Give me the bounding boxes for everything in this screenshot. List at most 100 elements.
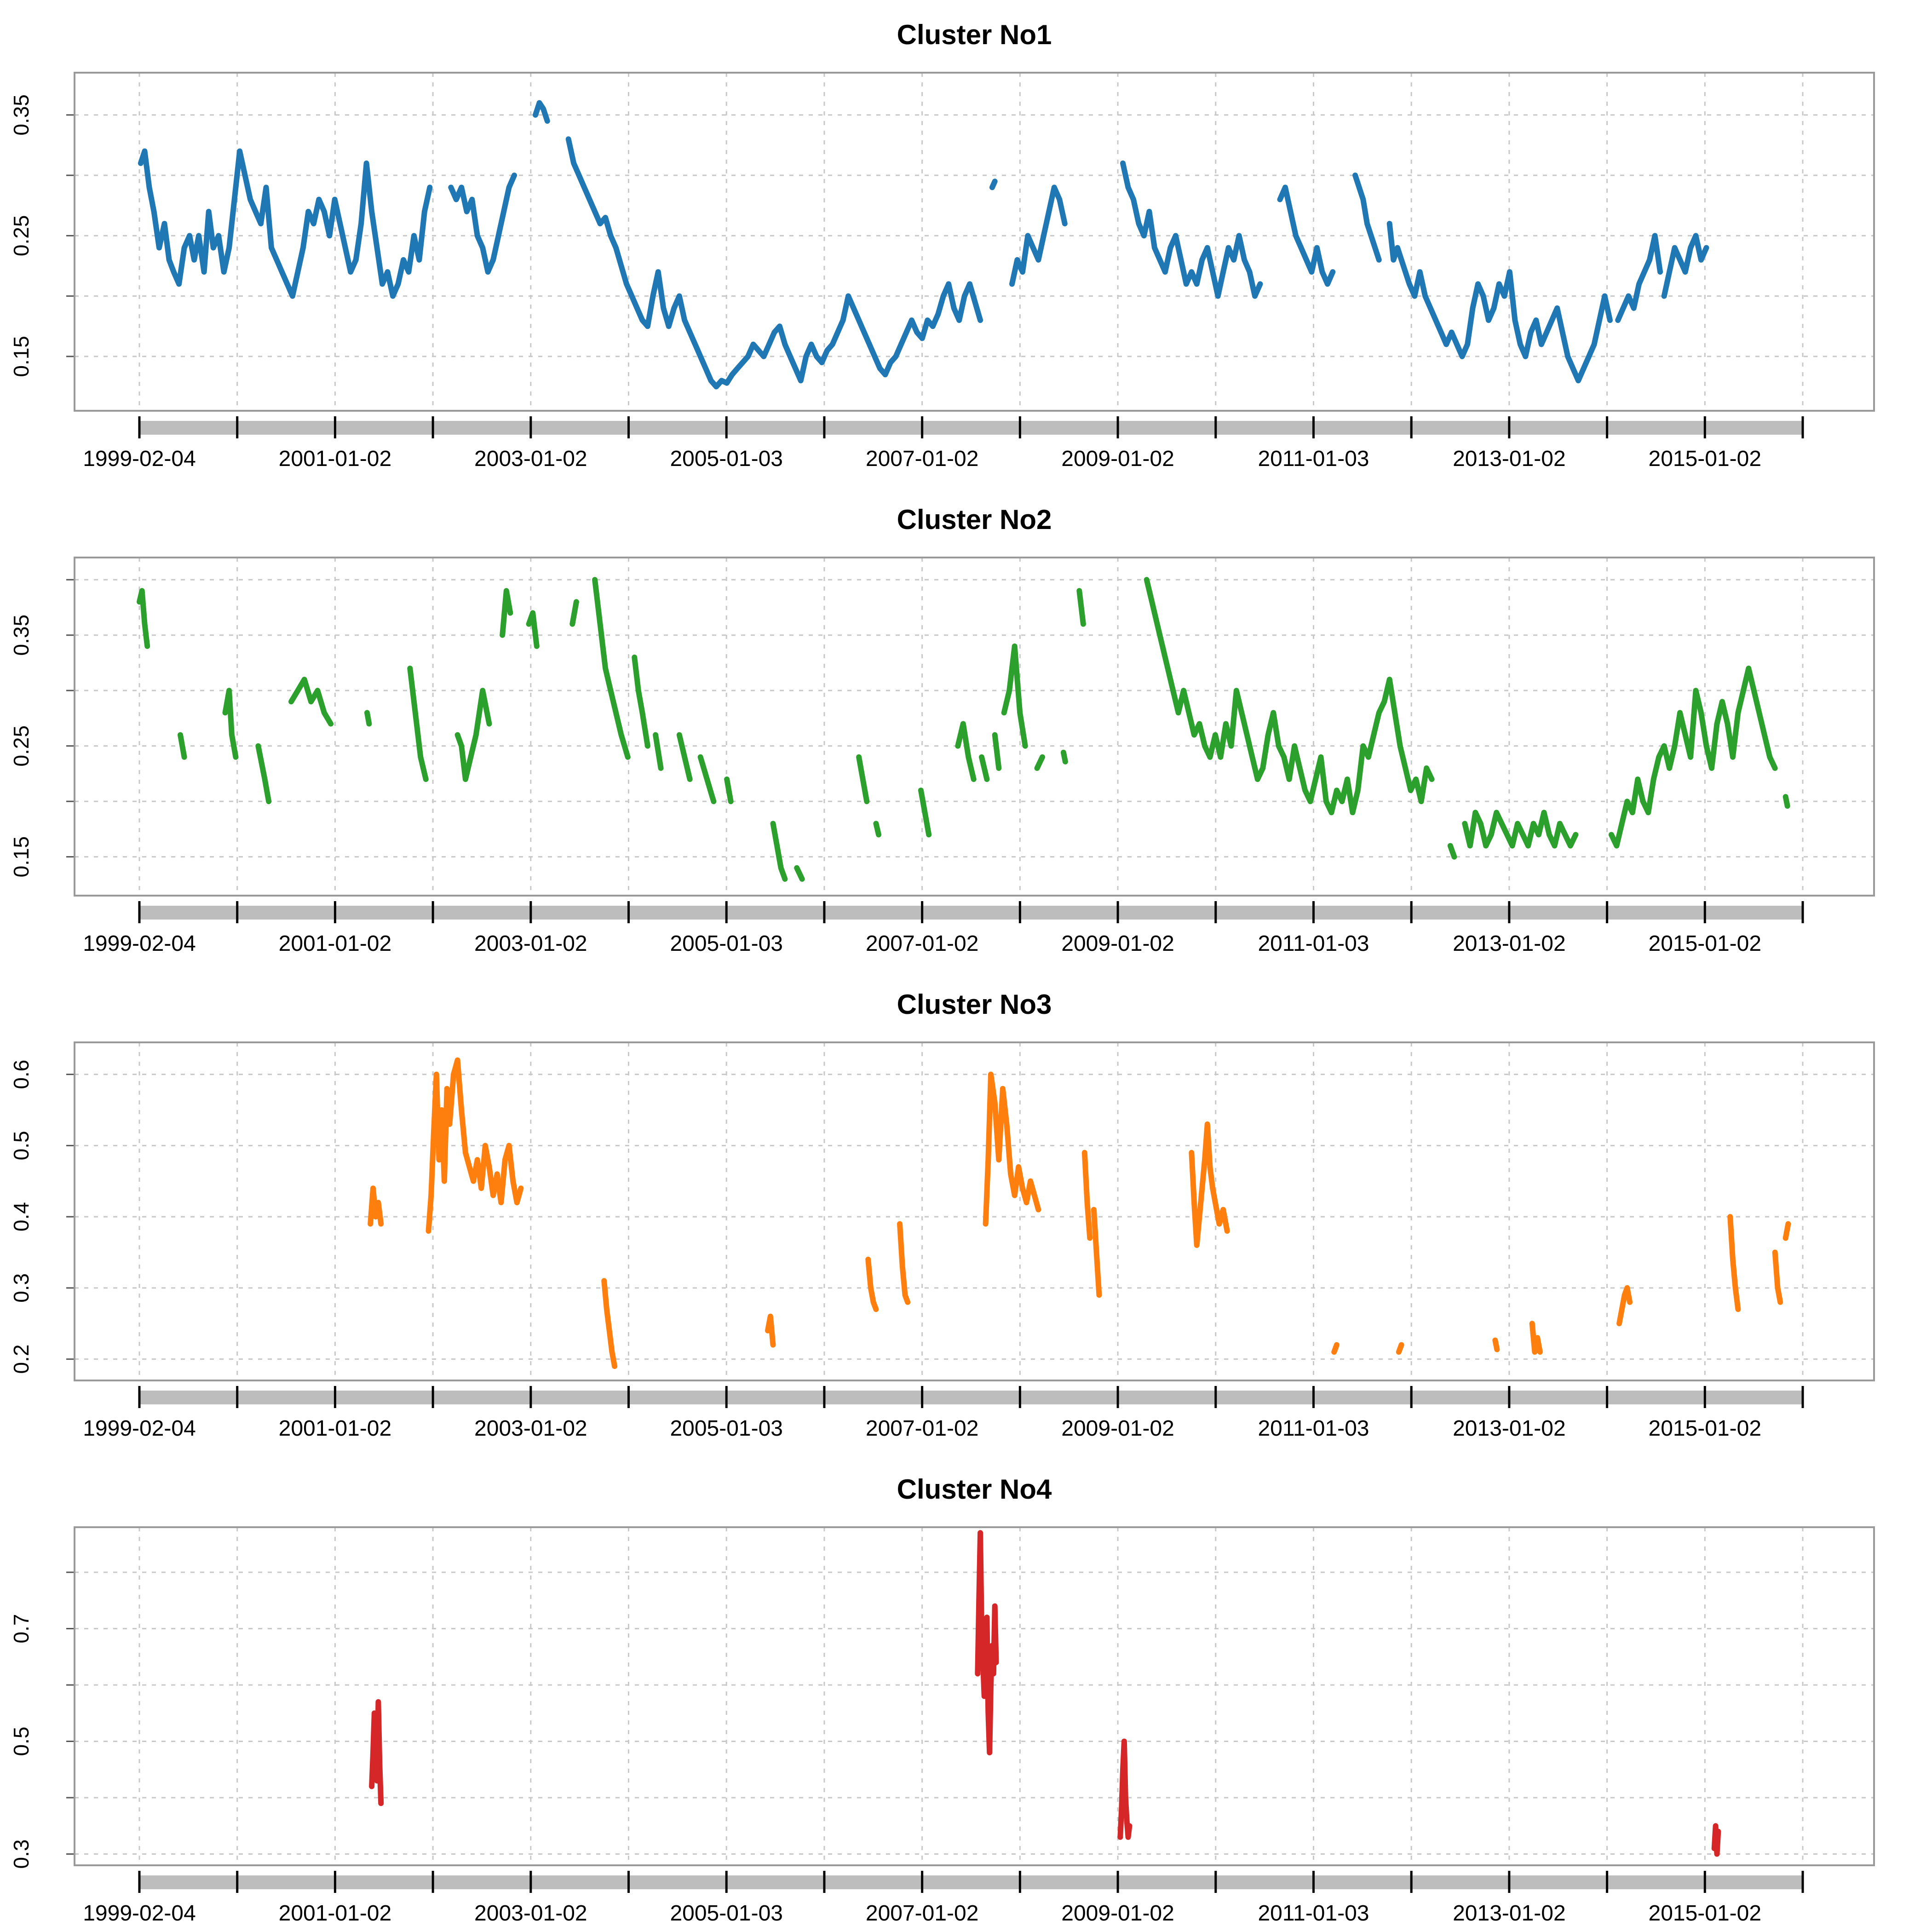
x-tick-label: 2005-01-03	[670, 1416, 783, 1441]
x-tick-label: 2015-01-02	[1649, 1901, 1762, 1926]
chart-panel-3: Cluster No3 0.2 0.3 0.4 0.5 0.6 1999-02-04 2001…	[9, 989, 1875, 1441]
series-segment	[697, 754, 717, 805]
series-segment	[369, 1699, 384, 1806]
x-tick-label: 2001-01-02	[279, 447, 392, 471]
x-tick-label: 2001-01-02	[279, 932, 392, 956]
series-segment	[1189, 1121, 1230, 1248]
series-segment	[1386, 221, 1613, 384]
series-segment	[676, 732, 693, 782]
x-tick-label: 2003-01-02	[474, 1901, 587, 1926]
series-segment	[653, 732, 664, 771]
series-segment	[592, 577, 631, 760]
date-axis-bar	[139, 906, 1803, 920]
chart-panel-4: Cluster No4 0.3 0.5 0.7 1999-02-04 2001-01-02…	[9, 1474, 1875, 1926]
y-tick-label: 0.25	[9, 215, 33, 257]
plot-frame	[74, 557, 1875, 897]
y-tick-label: 0.7	[9, 1614, 33, 1644]
x-tick-label: 2003-01-02	[474, 1416, 587, 1441]
y-tick-label: 0.15	[9, 336, 33, 377]
x-tick-label: 1999-02-04	[83, 1901, 196, 1926]
series-segment	[770, 821, 788, 882]
x-tick-label: 2009-01-02	[1061, 1901, 1174, 1926]
x-tick-label: 2015-01-02	[1649, 932, 1762, 956]
plot-frame	[74, 1041, 1875, 1381]
series-segment	[569, 599, 579, 627]
series-segment	[426, 1057, 524, 1234]
series-segment	[407, 666, 429, 782]
x-tick-label: 2001-01-02	[279, 1901, 392, 1926]
y-tick-label: 0.35	[9, 94, 33, 136]
series-segment	[368, 1185, 384, 1227]
series-segment	[1727, 1214, 1741, 1312]
series-segment	[873, 821, 882, 838]
x-tick-label: 2011-01-03	[1258, 932, 1369, 956]
chart-title: Cluster No1	[897, 19, 1052, 50]
series-segment	[1462, 810, 1579, 849]
plot-frame	[74, 72, 1875, 412]
series-segment	[601, 1278, 618, 1369]
series-segment	[138, 148, 433, 299]
date-axis-bar	[139, 1391, 1803, 1404]
series-segment	[897, 1221, 911, 1305]
series-segment	[856, 754, 870, 805]
x-tick-label: 2011-01-03	[1258, 1901, 1369, 1926]
series-segment	[632, 654, 650, 749]
series-segment	[1009, 184, 1068, 287]
series-segment	[1352, 172, 1382, 263]
series-segment	[1608, 666, 1778, 849]
y-tick-label: 0.25	[9, 725, 33, 767]
series-segment	[1615, 233, 1663, 323]
y-tick-label: 0.35	[9, 615, 33, 656]
x-tick-label: 2003-01-02	[474, 932, 587, 956]
series-segment	[137, 588, 150, 649]
series-segment	[222, 688, 239, 760]
series-segment	[178, 732, 187, 760]
series-segment	[565, 136, 983, 390]
series-segment	[526, 610, 540, 649]
series-segment	[979, 754, 990, 782]
date-axis-bar	[139, 1875, 1803, 1889]
series-segment	[1782, 794, 1790, 809]
series-segment	[992, 732, 1002, 771]
x-tick-label: 2015-01-02	[1649, 447, 1762, 471]
x-tick-label: 2001-01-02	[279, 1416, 392, 1441]
x-tick-label: 1999-02-04	[83, 1416, 196, 1441]
series-segment	[1616, 1285, 1633, 1327]
series-segment	[794, 865, 805, 882]
series-segment	[989, 178, 998, 190]
x-tick-label: 2005-01-03	[670, 932, 783, 956]
series-segment	[454, 688, 492, 782]
series-segment	[448, 172, 517, 275]
series-segment	[1091, 1207, 1102, 1298]
y-tick-label: 0.2	[9, 1345, 33, 1374]
y-tick-label: 0.3	[9, 1273, 33, 1303]
chart-title: Cluster No3	[897, 989, 1052, 1020]
series-segment	[765, 1313, 776, 1348]
series-segment	[1144, 577, 1435, 816]
series-segment	[1060, 749, 1068, 765]
y-tick-label: 0.6	[9, 1060, 33, 1089]
chart-title: Cluster No4	[897, 1474, 1052, 1505]
series-segment	[533, 100, 550, 124]
x-tick-label: 2009-01-02	[1061, 447, 1174, 471]
x-tick-label: 2005-01-03	[670, 1901, 783, 1926]
x-tick-label: 2013-01-02	[1453, 1416, 1566, 1441]
x-tick-label: 2013-01-02	[1453, 1901, 1566, 1926]
series-segment	[1396, 1342, 1404, 1355]
y-tick-label: 0.3	[9, 1840, 33, 1869]
x-tick-label: 2005-01-03	[670, 447, 783, 471]
series-segment	[955, 721, 977, 782]
x-tick-label: 1999-02-04	[83, 447, 196, 471]
chart-title: Cluster No2	[897, 504, 1052, 535]
plot-frame	[74, 1526, 1875, 1866]
series-segment	[975, 1530, 999, 1755]
series-segment	[1492, 1337, 1500, 1352]
series-segment	[255, 743, 272, 805]
series-segment	[1661, 233, 1709, 299]
x-tick-label: 2007-01-02	[866, 932, 979, 956]
x-tick-label: 2013-01-02	[1453, 447, 1566, 471]
x-tick-label: 2015-01-02	[1649, 1416, 1762, 1441]
series-segment	[1081, 1150, 1093, 1241]
x-tick-label: 2013-01-02	[1453, 932, 1566, 956]
